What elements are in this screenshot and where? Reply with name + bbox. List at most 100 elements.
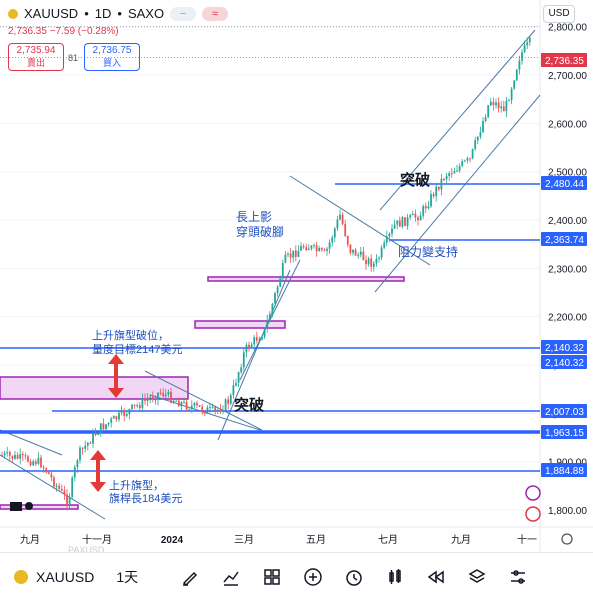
alert-icon[interactable] [340, 564, 367, 591]
candle-body [344, 224, 347, 237]
candle-body [445, 176, 448, 180]
trend-line [0, 454, 106, 520]
candle-body [328, 242, 331, 249]
time-axis-label: 2024 [161, 535, 184, 546]
horizontal-levels [0, 183, 540, 472]
candle-body [518, 60, 521, 70]
candle-body [6, 452, 9, 454]
arrow-head [90, 482, 106, 492]
candle-body [528, 37, 531, 43]
interval[interactable]: 1D [94, 6, 112, 21]
candle-body [128, 408, 131, 415]
price-chart[interactable]: 突破長上影穿頭破腳阻力變支持上升旗型破位，量度目標2147美元突破上升旗型，旗桿… [0, 0, 593, 552]
candle-body [172, 400, 175, 403]
symbol-name[interactable]: XAUUSD [24, 6, 79, 21]
price-tag-label: 1,963.15 [545, 428, 584, 439]
add-icon[interactable] [299, 564, 326, 591]
candle-body [138, 405, 141, 409]
layout-icon[interactable] [258, 564, 285, 591]
candle-body [461, 161, 464, 166]
price-axis-label: 2,500.00 [548, 168, 587, 179]
supply-zone [0, 376, 189, 400]
lightning-icon[interactable] [525, 485, 541, 501]
pencil-icon[interactable] [176, 564, 203, 591]
candle-body [253, 337, 256, 345]
symbol-logo-icon [14, 570, 28, 584]
replay-icon[interactable] [422, 564, 449, 591]
candle-body [45, 468, 48, 473]
symbol-selector[interactable]: XAUUSD [14, 569, 94, 585]
candle-body [365, 260, 367, 265]
price-axis-label: 2,700.00 [548, 71, 587, 82]
symbol-logo-icon [8, 8, 18, 19]
buy-button[interactable]: 2,736.75 買入 [84, 43, 140, 71]
candle-body [248, 344, 250, 349]
candle-body [471, 148, 474, 159]
price-axis-label: 2,400.00 [548, 216, 587, 227]
candle-body [510, 88, 513, 101]
candle-body [411, 213, 414, 216]
layers-icon[interactable] [463, 564, 490, 591]
candle-body [146, 399, 149, 401]
time-axis-label: 五月 [306, 534, 326, 546]
candle-body [422, 206, 425, 216]
candle-body [164, 394, 167, 397]
candle-body [424, 206, 427, 209]
indicators-icon[interactable] [217, 564, 244, 591]
tv-logo [25, 502, 33, 510]
minus-icon[interactable]: − [170, 6, 197, 21]
axis-settings-icon[interactable] [561, 533, 573, 545]
candle-body [354, 249, 357, 256]
candle-body [297, 250, 300, 257]
candle-body [313, 245, 315, 247]
sell-button[interactable]: 2,735.94 賣出 [8, 43, 64, 71]
candle-body [188, 409, 191, 411]
candle-body [378, 257, 380, 259]
timeframe-selector[interactable]: 1天 [116, 569, 139, 585]
candle-body [32, 461, 35, 466]
candle-body [383, 242, 386, 248]
candle-body [495, 102, 497, 106]
settings-icon[interactable] [504, 564, 531, 591]
price-tag [541, 176, 587, 190]
candle-body [107, 422, 110, 425]
annotation-text: 阻力變支持 [398, 244, 458, 259]
candle-body [27, 456, 29, 462]
calendar-icon[interactable] [525, 506, 541, 522]
candle-body [276, 286, 279, 294]
candle-body [500, 106, 503, 109]
candle-body [185, 401, 188, 410]
candle-body [125, 414, 128, 416]
candle-body [1, 455, 3, 456]
candle-body [448, 173, 451, 177]
source: SAXO [127, 6, 165, 21]
time-axis-label: 九月 [451, 534, 471, 546]
faded-symbol: PAXUSD [68, 545, 105, 555]
candle-body [513, 80, 516, 89]
candle-body [60, 488, 63, 491]
price-tag [541, 53, 587, 67]
annotation-text: 長上影 [236, 210, 272, 224]
candle-body [484, 117, 487, 122]
candle-body [414, 213, 417, 218]
candle-body [466, 158, 469, 161]
candle-body [281, 262, 284, 279]
currency-selector[interactable]: USD [543, 5, 575, 23]
candle-body [151, 397, 154, 400]
trend-line [379, 29, 536, 211]
separator: • [84, 6, 89, 21]
candle-body [396, 220, 399, 225]
candle-body [310, 245, 313, 249]
candle-body [193, 403, 196, 406]
candle-body [349, 244, 352, 253]
candle-body [180, 402, 183, 407]
candle-body [24, 455, 27, 457]
candle-body [367, 258, 370, 265]
wave-icon[interactable]: ≈ [202, 6, 229, 21]
candle-body [307, 248, 310, 251]
candle-body [398, 220, 401, 227]
candle-type-icon[interactable] [381, 564, 408, 591]
trend-line [144, 370, 263, 431]
candle-body [305, 247, 308, 251]
candle-body [92, 433, 94, 444]
